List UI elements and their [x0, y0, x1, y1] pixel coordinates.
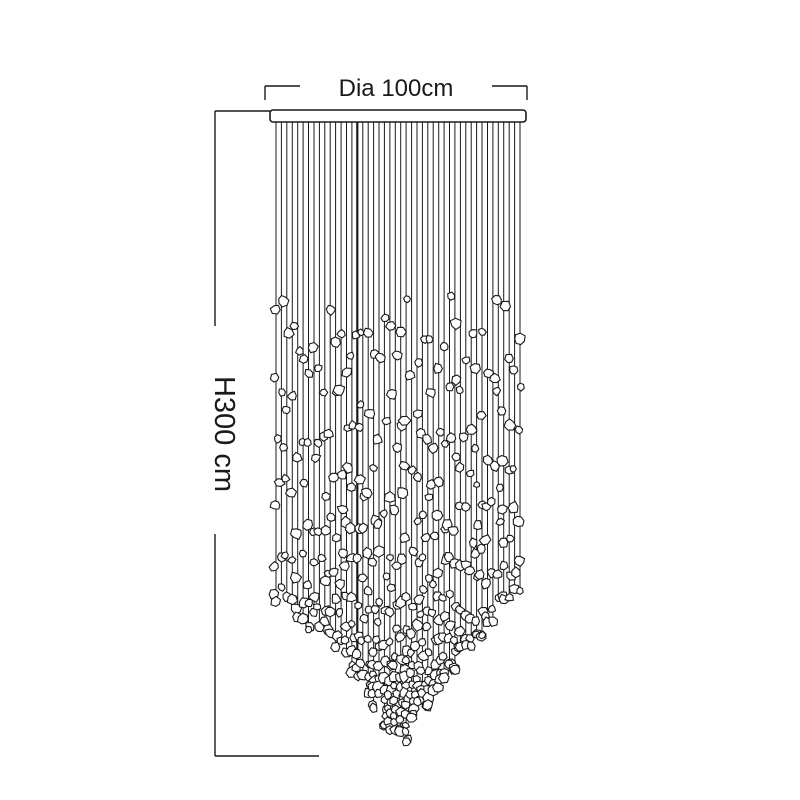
svg-text:H300 cm: H300 cm — [208, 376, 240, 492]
svg-text:Dia 100cm: Dia 100cm — [339, 75, 454, 102]
